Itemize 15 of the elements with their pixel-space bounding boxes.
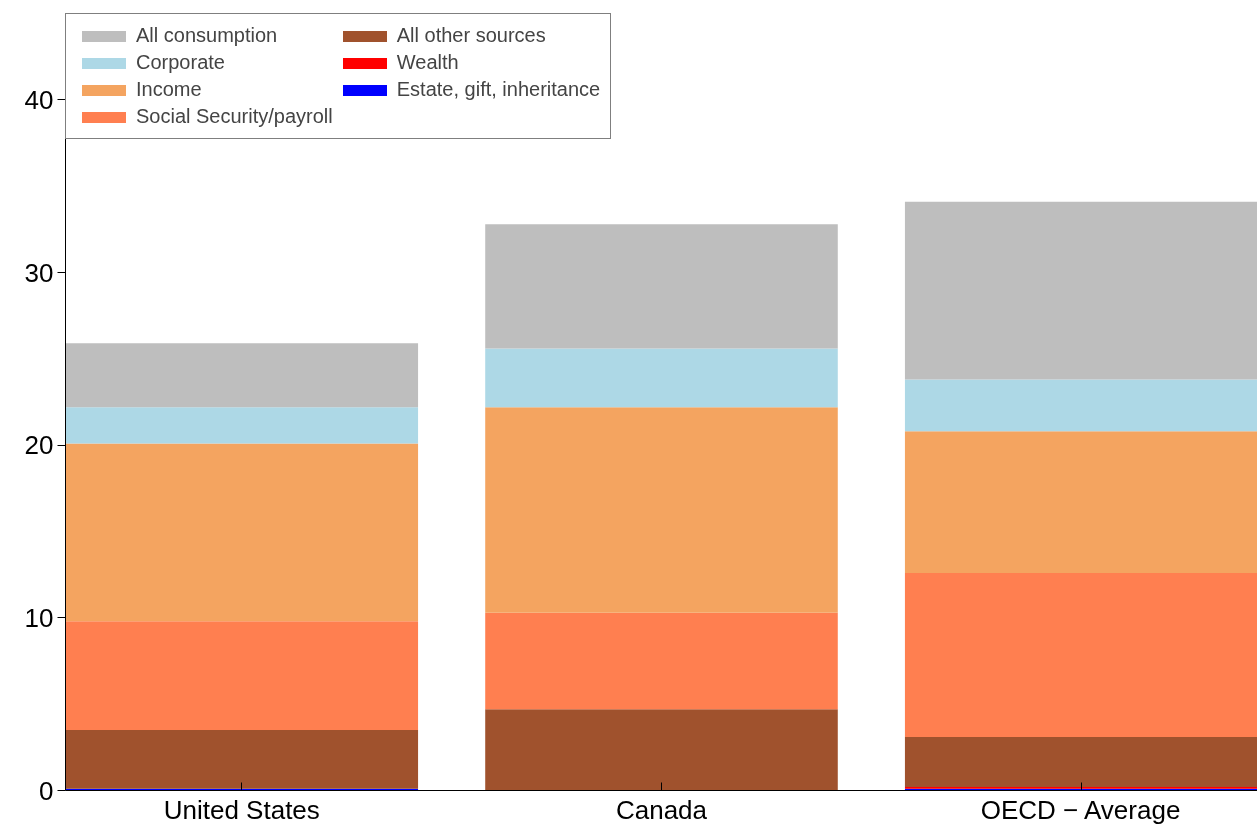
- y-tick-label: 40: [24, 84, 54, 115]
- legend-label: Wealth: [396, 51, 459, 74]
- x-tick-label: OECD − Average: [980, 794, 1181, 825]
- legend-label: All other sources: [396, 24, 546, 47]
- y-tick-label: 0: [39, 775, 54, 806]
- x-tick-label: United States: [163, 794, 320, 825]
- legend-label: Social Security/payroll: [136, 105, 333, 128]
- y-tick-label: 10: [24, 602, 54, 633]
- y-tick-label: 30: [24, 257, 54, 288]
- legend-label: Estate, gift, inheritance: [396, 78, 601, 101]
- legend-label: Income: [136, 78, 202, 101]
- legend-label: Corporate: [136, 51, 225, 74]
- x-tick-label: Canada: [615, 794, 708, 825]
- y-tick-label: 20: [24, 430, 54, 461]
- legend-label: All consumption: [136, 24, 278, 47]
